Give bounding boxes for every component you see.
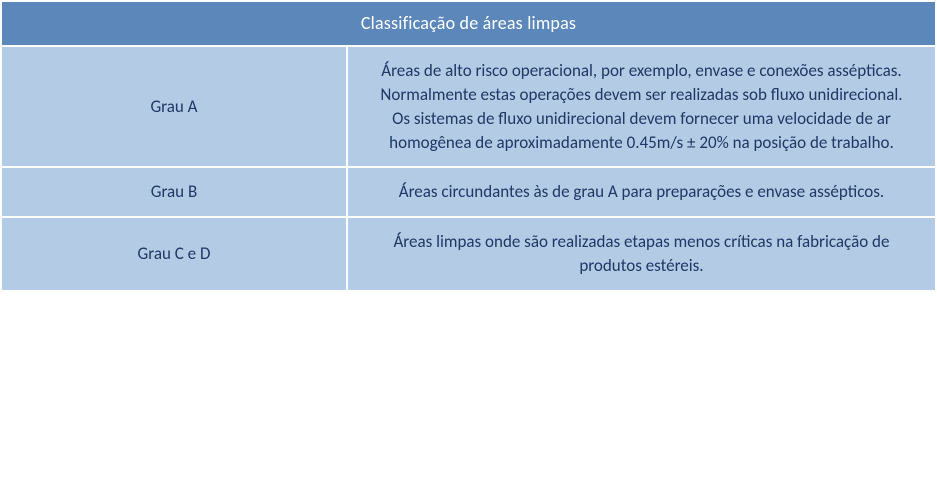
table-row: Grau A Áreas de alto risco operacional, … [1, 46, 936, 167]
description-cell: Áreas de alto risco operacional, por exe… [347, 46, 936, 167]
grade-cell: Grau A [1, 46, 347, 167]
table-row: Grau C e D Áreas limpas onde são realiza… [1, 217, 936, 291]
grade-cell: Grau C e D [1, 217, 347, 291]
grade-cell: Grau B [1, 167, 347, 217]
table-row: Grau B Áreas circundantes às de grau A p… [1, 167, 936, 217]
description-cell: Áreas limpas onde são realizadas etapas … [347, 217, 936, 291]
table-title: Classificação de áreas limpas [1, 1, 936, 46]
clean-area-table: Classificação de áreas limpas Grau A Áre… [0, 0, 937, 292]
table-header-row: Classificação de áreas limpas [1, 1, 936, 46]
description-cell: Áreas circundantes às de grau A para pre… [347, 167, 936, 217]
clean-area-table-container: Classificação de áreas limpas Grau A Áre… [0, 0, 937, 292]
